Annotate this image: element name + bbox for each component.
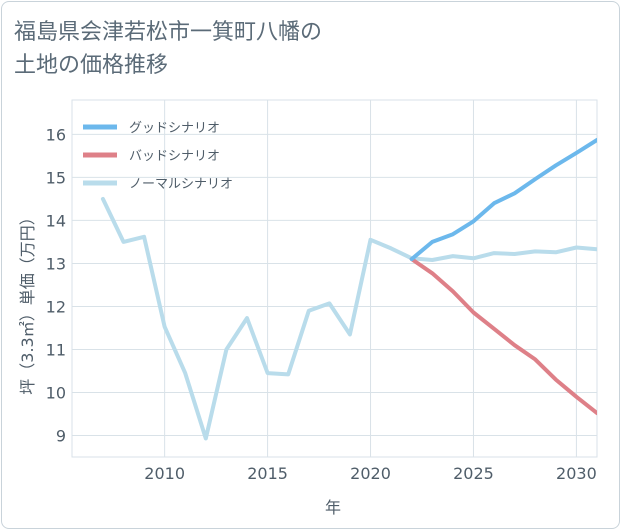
x-axis-title: 年 (325, 498, 341, 517)
y-tick-label: 11 (46, 340, 66, 359)
y-tick-label: 14 (46, 211, 66, 230)
y-tick-label: 13 (46, 254, 66, 273)
series-line-0 (409, 138, 597, 262)
plot-area-border (71, 99, 598, 458)
chart-title: 福島県会津若松市一箕町八幡の 土地の価格推移 (14, 16, 434, 82)
x-tick-label: 2010 (144, 464, 185, 483)
legend-label-2: ノーマルシナリオ (129, 177, 233, 192)
series-line-1 (409, 257, 597, 416)
y-tick-label: 16 (46, 125, 66, 144)
legend-label-0: グッドシナリオ (129, 121, 220, 136)
x-tick-label: 2015 (247, 464, 288, 483)
x-tick-label: 2030 (556, 464, 597, 483)
series-lines (100, 138, 597, 441)
y-axis-title: 坪（3.3㎡）単価（万円） (18, 209, 37, 394)
chart-title-line-2: 土地の価格推移 (14, 53, 169, 78)
y-tick-label: 9 (56, 426, 66, 445)
chart-title-line-1: 福島県会津若松市一箕町八幡の (14, 20, 323, 45)
y-tick-label: 10 (46, 383, 66, 402)
y-tick-label: 15 (46, 168, 66, 187)
legend-label-1: バッドシナリオ (129, 149, 220, 164)
x-tick-label: 2025 (453, 464, 494, 483)
x-tick-label: 2020 (350, 464, 391, 483)
y-tick-label: 12 (46, 297, 66, 316)
tick-labels: 9 10 11 12 13 14 15 16 2010 2015 2020 2025 2030 (46, 125, 597, 483)
series-line-2 (100, 196, 597, 441)
